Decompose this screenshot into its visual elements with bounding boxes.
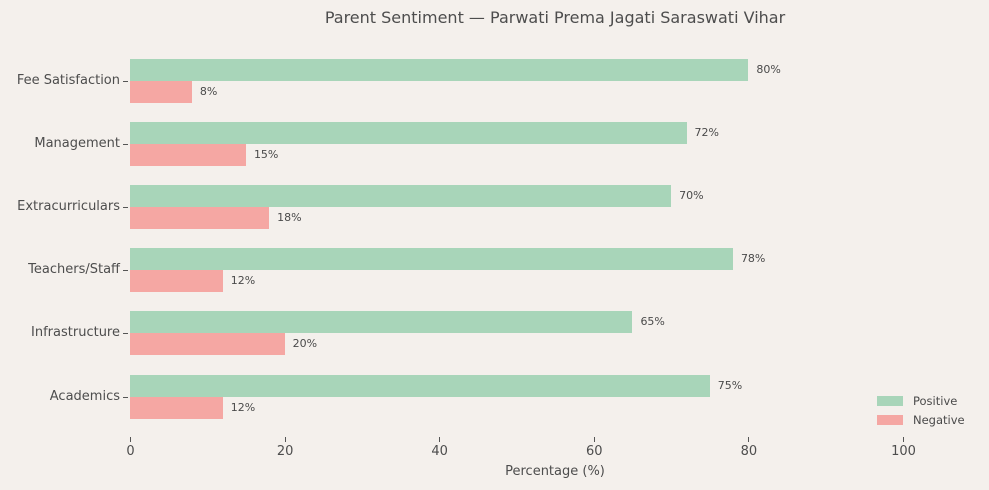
bar-group: 78% 12%	[130, 248, 903, 292]
bar-negative	[130, 207, 270, 229]
bar-group: 65% 20%	[130, 311, 903, 355]
bar-negative	[130, 397, 223, 419]
bar-negative	[130, 81, 192, 103]
x-tick-label: 20	[276, 444, 294, 459]
x-axis-title: Percentage (%)	[505, 464, 605, 479]
x-tick	[130, 437, 131, 442]
x-tick-label: 0	[126, 444, 135, 459]
x-tick-label: 80	[740, 444, 758, 459]
bar-negative	[130, 333, 285, 355]
bar-value-label: 70%	[679, 189, 704, 202]
bar-group: 72% 15%	[130, 122, 903, 166]
y-axis-label: Management	[34, 136, 120, 151]
bar-positive	[130, 122, 687, 144]
plot-area: 80% 8% 72% 15% 70% 18% 78% 12% 65% 20% 75% 12%	[130, 40, 903, 440]
bar-negative	[130, 270, 223, 292]
bar-value-label: 65%	[640, 315, 665, 328]
legend-label-positive: Positive	[913, 393, 958, 408]
y-tick	[123, 397, 128, 398]
x-tick-label: 40	[431, 444, 448, 459]
bar-positive	[130, 59, 749, 81]
bar-value-label: 78%	[740, 252, 766, 265]
y-axis-label: Extracurriculars	[17, 199, 120, 214]
legend-item-negative: Negative	[877, 410, 965, 429]
bar-value-label: 12%	[230, 274, 256, 287]
bar-value-label: 72%	[694, 126, 719, 139]
bar-value-label: 12%	[230, 401, 256, 414]
x-tick	[903, 437, 904, 442]
bar-positive	[130, 311, 633, 333]
legend-item-positive: Positive	[877, 391, 965, 410]
y-tick	[123, 333, 128, 334]
y-tick	[123, 144, 128, 145]
x-tick-label: 60	[586, 444, 603, 459]
y-tick	[123, 207, 128, 208]
x-tick-label: 100	[891, 444, 916, 459]
x-tick	[439, 437, 441, 442]
y-tick	[123, 270, 128, 271]
bar-value-label: 8%	[199, 85, 218, 98]
x-tick	[748, 437, 750, 442]
bar-value-label: 15%	[253, 148, 279, 161]
y-axis-label: Infrastructure	[31, 325, 120, 340]
y-axis-label: Fee Satisfaction	[16, 73, 120, 88]
x-tick	[593, 437, 595, 442]
y-axis-label: Teachers/Staff	[28, 262, 120, 277]
bar-value-label: 75%	[717, 379, 743, 392]
y-axis-label: Academics	[49, 389, 120, 404]
bar-group: 75% 12%	[130, 375, 903, 419]
bar-group: 70% 18%	[130, 185, 903, 229]
bar-value-label: 18%	[277, 211, 302, 224]
bar-group: 80% 8%	[130, 59, 903, 103]
legend: Positive Negative	[877, 391, 965, 429]
legend-label-negative: Negative	[913, 412, 965, 427]
bar-negative	[130, 144, 246, 166]
chart-title: Parent Sentiment — Parwati Prema Jagati …	[324, 8, 786, 27]
legend-swatch-negative	[877, 414, 903, 425]
bar-positive	[130, 375, 710, 397]
bar-positive	[130, 185, 672, 207]
bar-positive	[130, 248, 733, 270]
y-tick	[123, 81, 128, 82]
bar-value-label: 20%	[292, 337, 318, 350]
x-tick	[284, 437, 286, 442]
bar-value-label: 80%	[756, 63, 781, 76]
legend-swatch-positive	[877, 395, 903, 406]
